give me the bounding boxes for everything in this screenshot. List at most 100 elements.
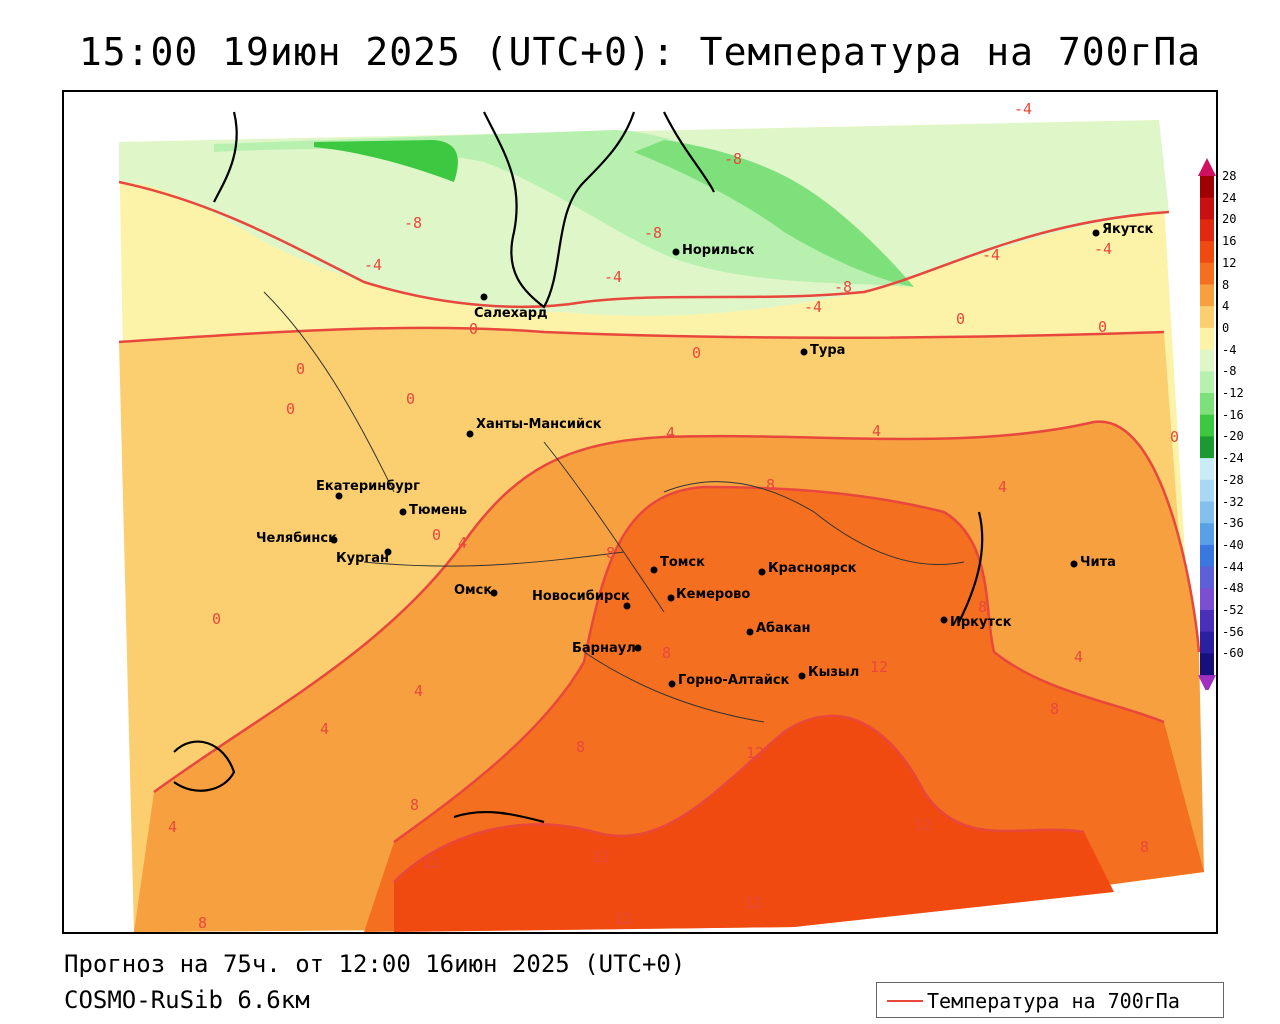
contour-label: 12 — [614, 910, 632, 928]
contour-label: 0 — [956, 310, 965, 328]
colorbar-swatch — [1200, 544, 1214, 568]
contour-label: 0 — [469, 320, 478, 338]
svg-text:Кызыл: Кызыл — [808, 665, 859, 680]
svg-text:Томск: Томск — [660, 555, 705, 570]
band-8-12 — [364, 487, 1204, 932]
contour-label: 8 — [1140, 838, 1149, 856]
contour-labels: -4 -8 -8 -8 -4 -4 -4 -8 -4 -4 0 0 0 0 0 … — [168, 100, 1179, 932]
colorbar-tick-label: -32 — [1222, 494, 1244, 509]
city-krasnoyarsk: Красноярск — [758, 561, 857, 576]
colorbar-swatch — [1200, 393, 1214, 416]
colorbar-tick-label: 16 — [1222, 234, 1237, 249]
colorbar-tick-label: -36 — [1222, 516, 1244, 531]
coastline-north — [213, 111, 715, 203]
colorbar-swatch — [1200, 631, 1214, 654]
svg-text:Абакан: Абакан — [756, 621, 811, 636]
contour-label: 0 — [1098, 318, 1107, 336]
colorbar-swatch — [1200, 197, 1214, 220]
contour-label: -8 — [834, 278, 852, 296]
contour-label: 4 — [1074, 648, 1083, 666]
colorbar-tick-label: 4 — [1222, 299, 1230, 314]
contour-label: 0 — [296, 360, 305, 378]
contour-label: -8 — [404, 214, 422, 232]
colorbar-tick-label: -4 — [1222, 342, 1237, 357]
contour-label: -4 — [804, 298, 822, 316]
city-barnaul: Барнаул — [572, 641, 642, 656]
isotherm-8 — [393, 485, 1165, 844]
lake-baikal — [958, 511, 984, 623]
contour-label: -8 — [644, 224, 662, 242]
aral-sea — [173, 740, 236, 792]
contour-label: 12 — [422, 854, 440, 872]
colorbar-swatch — [1200, 479, 1214, 502]
contour-label: -4 — [1014, 100, 1032, 118]
svg-text:Горно-Алтайск: Горно-Алтайск — [678, 673, 790, 688]
map-canvas: -4 -8 -8 -8 -4 -4 -4 -8 -4 -4 0 0 0 0 0 … — [118, 100, 1204, 932]
city-tomsk: Томск — [650, 555, 705, 574]
colorbar-max-arrow — [1198, 158, 1216, 176]
contour-label: 8 — [1050, 700, 1059, 718]
legend-label: Температура на 700гПа — [927, 989, 1180, 1013]
city-novosibirsk: Новосибирск — [532, 589, 631, 610]
contour-label: -4 — [364, 256, 382, 274]
coastline-yamal — [483, 111, 636, 309]
contour-label: 0 — [406, 390, 415, 408]
colorbar-tick-label: 12 — [1222, 255, 1237, 270]
isotherm-0 — [118, 326, 1165, 344]
colorbar-tick-label: -60 — [1222, 646, 1244, 661]
colorbar-swatch — [1200, 284, 1214, 307]
contour-label: -4 — [982, 246, 1000, 264]
isotherm-12 — [393, 714, 1085, 883]
city-irkutsk: Иркутск — [940, 615, 1012, 630]
contour-label: 8 — [410, 796, 419, 814]
contour-label: 0 — [212, 610, 221, 628]
colorbar-tick-label: 20 — [1222, 212, 1237, 227]
city-yekaterinburg: Екатеринбург — [316, 479, 420, 500]
chart-title: 15:00 19июн 2025 (UTC+0): Температура на… — [78, 30, 1202, 74]
svg-text:Новосибирск: Новосибирск — [532, 589, 630, 604]
contour-label: 8 — [576, 738, 585, 756]
svg-text:Омск: Омск — [454, 583, 492, 598]
colorbar-tick-label: -48 — [1222, 581, 1244, 596]
temperature-map[interactable]: -4 -8 -8 -8 -4 -4 -4 -8 -4 -4 0 0 0 0 0 … — [62, 90, 1218, 934]
contour-label: 4 — [414, 682, 423, 700]
svg-text:Тура: Тура — [810, 343, 845, 358]
contour-label: 12 — [744, 894, 762, 912]
colorbar-swatch — [1200, 349, 1214, 372]
svg-text:Красноярск: Красноярск — [768, 561, 857, 576]
contour-label: 12 — [592, 848, 610, 866]
svg-text:Барнаул: Барнаул — [572, 641, 636, 656]
colorbar-swatch — [1200, 241, 1214, 264]
colorbar-swatch — [1200, 436, 1214, 459]
contour-label: 12 — [870, 658, 888, 676]
colorbar-tick-label: -20 — [1222, 429, 1244, 444]
colorbar-swatch — [1200, 414, 1214, 437]
city-salekhard: Салехард — [474, 293, 548, 321]
contour-label: -8 — [724, 150, 742, 168]
svg-text:Норильск: Норильск — [682, 243, 755, 258]
city-kyzyl: Кызыл — [798, 665, 859, 680]
city-kurgan: Курган — [336, 548, 392, 566]
colorbar-swatch — [1200, 327, 1214, 351]
colorbar-swatch — [1200, 219, 1214, 242]
city-chelyabinsk: Челябинск — [256, 531, 338, 546]
svg-text:Чита: Чита — [1080, 555, 1116, 570]
colorbar-swatch — [1200, 176, 1214, 199]
colorbar-tick-label: 24 — [1222, 190, 1237, 205]
contour-label: 8 — [606, 544, 615, 562]
colorbar-tick-label: 8 — [1222, 277, 1230, 292]
contour-label: 12 — [746, 744, 764, 762]
colorbar-swatch — [1200, 610, 1214, 633]
contour-label: 0 — [1170, 428, 1179, 446]
model-info: COSMO-RuSib 6.6км — [64, 986, 310, 1014]
contour-label: 8 — [198, 914, 207, 932]
cities: Якутск Норильск Салехард Тура Ханты-Манс… — [256, 222, 1154, 688]
colorbar-swatch — [1200, 306, 1214, 329]
contour-label: 4 — [872, 422, 881, 440]
colorbar-swatch — [1200, 566, 1214, 589]
contour-label: 0 — [692, 344, 701, 362]
colorbar-tick-label: -52 — [1222, 603, 1244, 617]
colorbar-swatch — [1200, 371, 1214, 394]
svg-text:Ханты-Мансийск: Ханты-Мансийск — [476, 417, 602, 432]
svg-text:Тюмень: Тюмень — [409, 503, 467, 518]
